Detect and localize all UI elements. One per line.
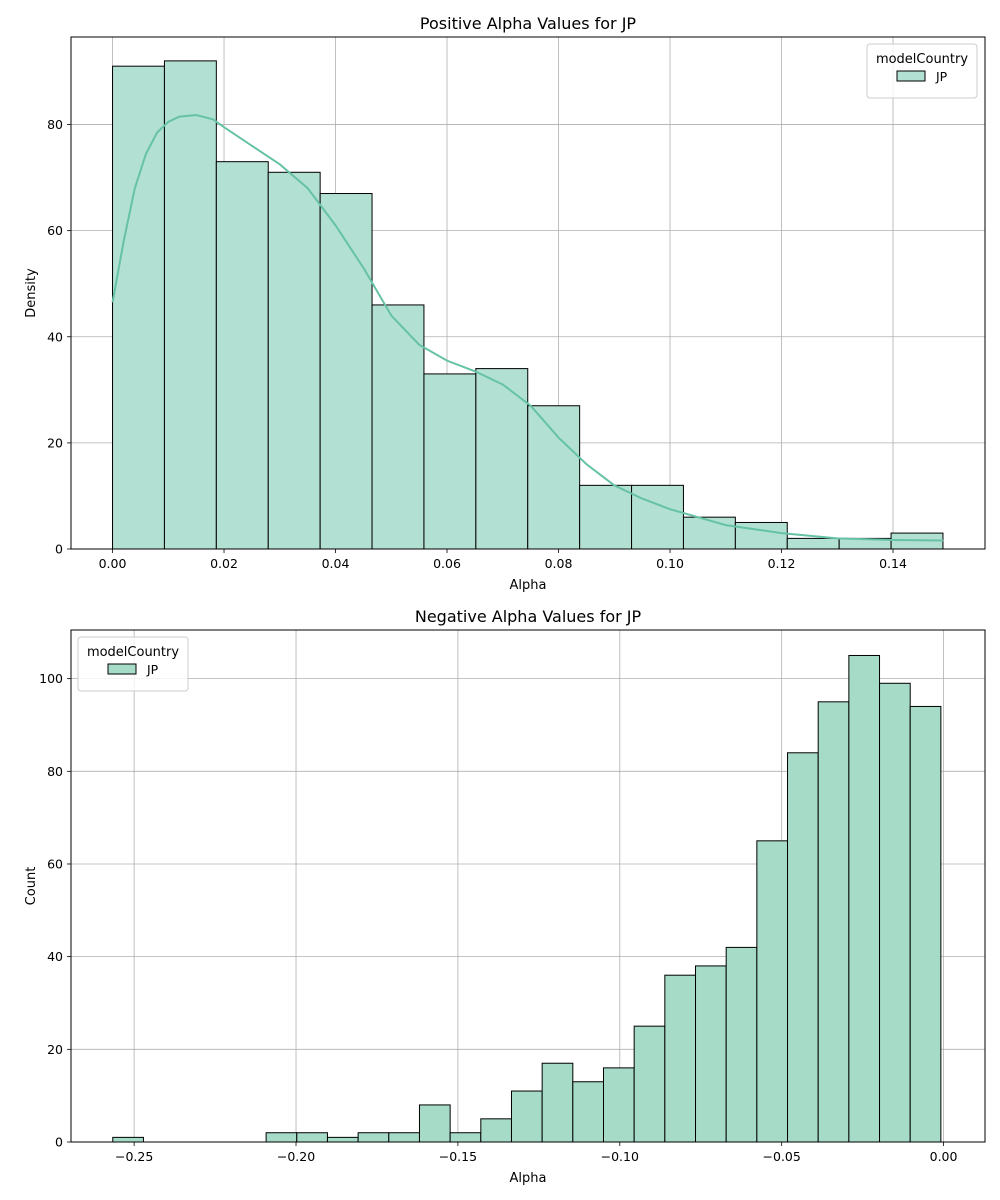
histogram-bar	[734, 521, 788, 550]
histogram-bar	[265, 1132, 298, 1143]
x-tick-label: 0.12	[768, 556, 796, 571]
x-axis-label: Alpha	[510, 578, 547, 593]
y-tick-label: 80	[47, 117, 63, 132]
histogram-bar	[163, 60, 217, 550]
x-tick-label: 0.00	[930, 1149, 958, 1164]
legend: modelCountry JP	[866, 43, 978, 99]
y-tick-label: 80	[47, 764, 63, 779]
y-tick-label: 20	[47, 1042, 63, 1057]
histogram-bar	[756, 840, 789, 1143]
histogram-bar	[112, 65, 165, 550]
x-tick-label: 0.10	[656, 556, 684, 571]
legend-label: JP	[146, 662, 159, 677]
chart-title: Positive Alpha Values for JP	[420, 14, 637, 33]
x-tick-label: 0.00	[99, 556, 127, 571]
y-axis-label: Density	[24, 268, 39, 318]
histogram-bar	[480, 1118, 512, 1143]
x-tick-label: 0.06	[433, 556, 461, 571]
histogram-bar	[371, 304, 425, 550]
x-axis-label: Alpha	[510, 1171, 547, 1186]
histogram-bar	[449, 1132, 482, 1143]
y-tick-label: 0	[55, 1135, 63, 1150]
plot-frame	[70, 36, 986, 550]
x-tick-label: −0.25	[115, 1149, 153, 1164]
legend-title: modelCountry	[87, 645, 179, 660]
histogram-bar	[909, 705, 942, 1143]
x-tick-label: −0.05	[763, 1149, 801, 1164]
legend-title: modelCountry	[876, 52, 968, 67]
histogram-bar	[112, 1136, 144, 1143]
histogram-bar	[357, 1132, 390, 1143]
y-axis-label: Count	[24, 867, 39, 906]
histogram-bar	[475, 368, 529, 550]
histogram-bar	[215, 161, 269, 550]
histogram-bar	[631, 484, 684, 550]
y-tick-label: 40	[47, 329, 63, 344]
histogram-bar	[572, 1081, 604, 1143]
negative-alpha-chart: −0.25 −0.20 −0.15 −0.10 −0.05 0.00 0 20 40 60 80 10…	[24, 607, 986, 1186]
y-tick-label: 40	[47, 949, 63, 964]
histogram-bar	[787, 752, 819, 1143]
y-tick-label: 60	[47, 856, 63, 871]
x-tick-label: 0.08	[545, 556, 573, 571]
histogram-bar	[296, 1132, 328, 1143]
y-tick-label: 20	[47, 435, 63, 450]
histogram-bar	[633, 1025, 666, 1143]
kde-curve	[111, 113, 944, 542]
histogram-bar	[579, 484, 633, 550]
histogram-bar	[695, 965, 727, 1143]
legend: modelCountry JP	[77, 636, 189, 692]
x-tick-label: −0.15	[439, 1149, 477, 1164]
histogram-bar	[817, 701, 850, 1143]
histogram-bar	[527, 405, 581, 550]
histogram-bar	[682, 516, 736, 550]
x-tick-label: 0.14	[879, 556, 907, 571]
positive-alpha-chart: 0.00 0.02 0.04 0.06 0.08 0.10 0.12 0.14 0 20 40 60 8…	[24, 14, 986, 593]
histogram-bar	[388, 1132, 420, 1143]
histogram-bar	[510, 1090, 543, 1143]
histogram-bar	[267, 171, 321, 550]
histogram-bar	[786, 537, 840, 550]
histogram-bar	[602, 1067, 635, 1143]
histogram-bar	[418, 1104, 451, 1143]
plot-frame	[70, 629, 986, 1143]
x-tick-label: −0.10	[601, 1149, 639, 1164]
y-tick-label: 0	[55, 542, 63, 557]
histogram-bar	[423, 373, 477, 550]
histogram-bar	[664, 974, 697, 1143]
legend-swatch	[107, 663, 137, 675]
x-tick-label: 0.04	[322, 556, 350, 571]
chart-title: Negative Alpha Values for JP	[415, 607, 642, 626]
legend-label: JP	[935, 69, 948, 84]
histogram-bar	[326, 1136, 359, 1143]
legend-swatch	[896, 70, 926, 82]
histogram-bar	[879, 682, 911, 1143]
histogram-bar	[319, 193, 373, 550]
y-tick-label: 100	[39, 671, 63, 686]
x-tick-label: −0.20	[277, 1149, 315, 1164]
histogram-bar	[541, 1062, 574, 1143]
histogram-bar	[725, 946, 758, 1143]
histogram-bar	[848, 654, 881, 1143]
x-tick-label: 0.02	[210, 556, 238, 571]
y-tick-label: 60	[47, 223, 63, 238]
